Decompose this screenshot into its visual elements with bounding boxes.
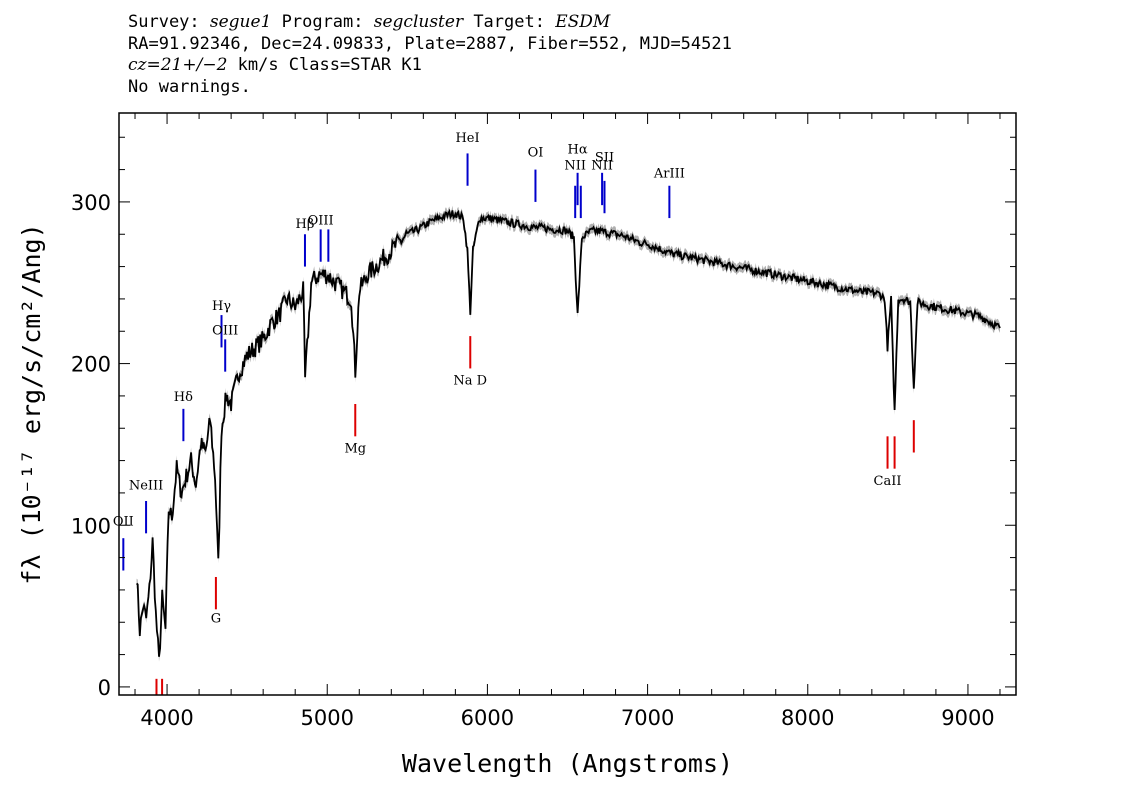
emission-line-label: NII	[564, 159, 586, 174]
emission-line-label: OIII	[212, 323, 238, 338]
emission-line-label: Hδ	[174, 390, 193, 405]
flux-layer	[135, 208, 1001, 657]
plot-frame	[118, 112, 1017, 696]
header-line-redshift: cz=21+/−2 km/s Class=STAR K1	[128, 55, 732, 77]
y-tick-label: 100	[71, 514, 111, 538]
flux-error-band	[136, 205, 1001, 662]
axis-ticks-layer: 4000 5000 6000 7000 8000 9000 0 100 200 300	[71, 113, 1016, 730]
flux-series-line	[135, 208, 1001, 657]
emission-line-label: SII	[595, 151, 614, 166]
emission-line-label: NeIII	[129, 479, 163, 494]
emission-line-label: OIII	[308, 214, 334, 229]
x-tick-label: 8000	[781, 706, 834, 730]
spectral-lines-layer: OIINeIIIHδHγOIIIHβOIIIHeIOINIIHαNIISIIAr…	[113, 131, 915, 695]
y-tick-label: 0	[98, 676, 111, 700]
error-band-layer	[136, 205, 1001, 662]
x-tick-label: 7000	[621, 706, 674, 730]
program-value: segcluster	[373, 12, 464, 32]
y-tick-label: 200	[71, 353, 111, 377]
emission-line-label: NII	[591, 159, 613, 174]
class-value: km/s Class=STAR K1	[227, 55, 422, 75]
y-tick-label: 300	[71, 191, 111, 215]
header-line-survey: Survey: segue1 Program: segcluster Targe…	[128, 12, 732, 34]
emission-line-label: OII	[113, 514, 134, 529]
absorption-line-label: Mg	[344, 442, 366, 457]
target-value: ESDM	[555, 12, 611, 32]
emission-line-label: Hα	[568, 142, 588, 157]
emission-line-label: Hγ	[212, 299, 231, 314]
spectrum-header: Survey: segue1 Program: segcluster Targe…	[128, 12, 732, 98]
absorption-line-label: Na D	[453, 374, 487, 389]
redshift-value: cz=21+/−2	[128, 55, 228, 75]
x-axis-title: Wavelength (Angstroms)	[402, 749, 733, 778]
absorption-line-label: G	[211, 611, 221, 626]
absorption-line-label: CaII	[874, 474, 902, 489]
header-line-coordinates: RA=91.92346, Dec=24.09833, Plate=2887, F…	[128, 33, 732, 54]
emission-line-label: OI	[528, 146, 544, 161]
y-axis-title: fλ (10⁻¹⁷ erg/s/cm²/Ang)	[17, 223, 46, 584]
x-tick-label: 6000	[461, 706, 514, 730]
survey-label: Survey:	[128, 12, 210, 32]
survey-value: segue1	[209, 12, 272, 32]
program-label: Program:	[271, 12, 374, 32]
emission-line-label: HeI	[455, 131, 479, 146]
target-label: Target:	[463, 12, 556, 32]
x-tick-label: 5000	[301, 706, 354, 730]
emission-line-label: ArIII	[653, 167, 685, 182]
x-tick-label: 9000	[941, 706, 994, 730]
header-line-warnings: No warnings.	[128, 76, 251, 97]
emission-line-label: Hβ	[296, 217, 315, 232]
x-tick-label: 4000	[140, 706, 193, 730]
